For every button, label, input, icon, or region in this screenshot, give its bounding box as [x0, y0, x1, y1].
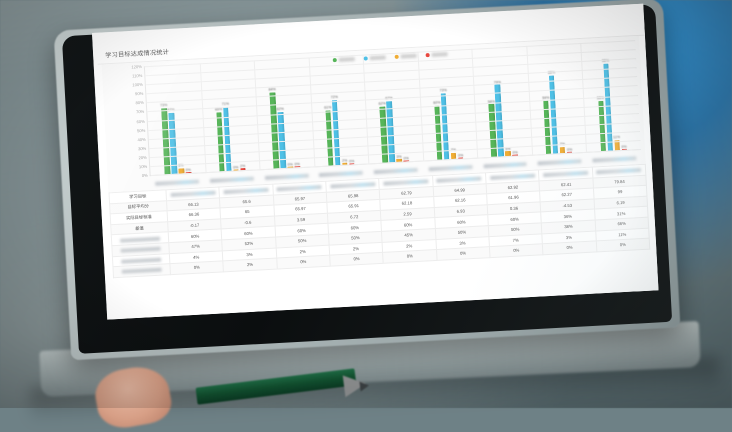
pencil-lead-icon [359, 380, 370, 392]
chart-bar-value-label: 0% [457, 153, 464, 158]
chart-x-tick-label [319, 170, 364, 177]
chart-y-tick-label: 110% [132, 72, 143, 79]
legend-item-label [431, 52, 448, 57]
table-cell: 0% [436, 246, 490, 261]
redacted-label [120, 236, 160, 243]
legend-dot-orange [394, 54, 399, 59]
chart-y-tick-label: 50% [136, 127, 146, 133]
chart-y-tick-label: 60% [136, 118, 145, 124]
chart-bar-value-label: 0% [512, 150, 518, 155]
legend-dot-green [332, 58, 337, 63]
redacted-header [276, 184, 322, 192]
redacted-header [543, 170, 589, 178]
redacted-label [122, 267, 162, 275]
chart-x-tick-label [373, 167, 418, 174]
stats-panel: 学习目标达成情况统计 73% 67% 6% 0% 65% 71% 0% 2% 84% 62% 0% 0… [96, 17, 659, 320]
redacted-label [120, 246, 161, 253]
chart-x-tick-label [537, 158, 582, 165]
chart-bar-value-label: 0% [287, 162, 293, 167]
web-page: 学习目标达成情况统计 73% 67% 6% 0% 65% 71% 0% 2% 84% 62% 0% 0… [92, 3, 659, 320]
chart-y-tick-label: 80% [135, 100, 144, 106]
chart-bar-value-label: 0% [403, 155, 409, 161]
chart-bar-value-label: 11% [613, 135, 621, 140]
chart-bar-value-label: 71% [221, 101, 230, 107]
redacted-label [121, 257, 161, 264]
chart-y-tick-label: 30% [137, 145, 147, 151]
chart-bar-value-label: 3% [396, 154, 402, 159]
redacted-header [223, 187, 269, 195]
chart-x-tick-label [210, 176, 254, 183]
chart-x-tick-label [428, 164, 473, 171]
chart-y-tick-label: 0% [141, 172, 148, 179]
chart-y-tick-label: 70% [135, 109, 145, 115]
chart-bar-value-label: 0% [348, 158, 355, 164]
redacted-header [170, 190, 216, 198]
table-cell: 0% [169, 261, 224, 275]
table-cell: 0% [542, 241, 597, 255]
chart-y-tick-label: 120% [131, 63, 142, 70]
chart-bar-value-label: 2% [341, 158, 348, 163]
laptop-device: 学习目标达成情况统计 73% 67% 6% 0% 65% 71% 0% 2% 84% 62% 0% 0… [29, 0, 721, 432]
chart-y-tick-label: 90% [134, 91, 144, 97]
table-row-label [112, 263, 171, 278]
laptop-screen: 学习目标达成情况统计 73% 67% 6% 0% 65% 71% 0% 2% 84% 62% 0% 0… [92, 3, 659, 320]
table-cell: 0% [489, 243, 544, 258]
chart-bar-value-label: 0% [621, 144, 627, 149]
table-cell: 0% [276, 255, 331, 269]
table-cell: 0% [329, 252, 384, 266]
chart-x-tick-label [264, 173, 309, 180]
legend-item-label [400, 53, 417, 59]
chart-y-tick-label: 20% [138, 154, 147, 161]
chart-x-tick-label [592, 155, 637, 163]
table-cell: 2% [223, 258, 277, 272]
redacted-header [596, 167, 642, 175]
legend-dot-cyan [363, 56, 368, 61]
redacted-header [489, 173, 535, 181]
table-cell: 0% [595, 238, 650, 252]
redacted-header [330, 182, 376, 189]
redacted-header [383, 179, 429, 187]
chart-y-tick-label: 100% [132, 82, 143, 88]
chart-x-tick-label [483, 161, 527, 168]
chart-bar-value-label: 62% [276, 106, 284, 112]
chart-y-tick-label: 10% [138, 163, 148, 170]
chart-bar-value-label: 61% [324, 105, 332, 110]
chart-bar-value-label: 84% [268, 87, 276, 92]
chart-bar-value-label: 0% [566, 147, 573, 152]
chart-bar-value-label: 0% [185, 167, 191, 172]
chart-bar-value-label: 0% [232, 165, 239, 170]
chart-bar-value-label: 0% [294, 161, 300, 167]
chart-x-tick-label [155, 179, 200, 186]
chart-bar-value-label: 72% [330, 94, 338, 100]
chart-bar-value-label: 62% [378, 101, 386, 106]
chart-y-tick-label: 40% [137, 136, 146, 142]
legend-dot-red [425, 53, 430, 58]
legend-item-label [338, 57, 355, 62]
chart-bar-value-label: 73% [160, 103, 168, 108]
legend-item-label [369, 55, 386, 61]
chart-bar-value-label: 2% [239, 163, 246, 168]
chart-bar-value-label: 73% [439, 88, 447, 93]
redacted-header [436, 176, 482, 184]
table-cell: 0% [382, 249, 437, 264]
